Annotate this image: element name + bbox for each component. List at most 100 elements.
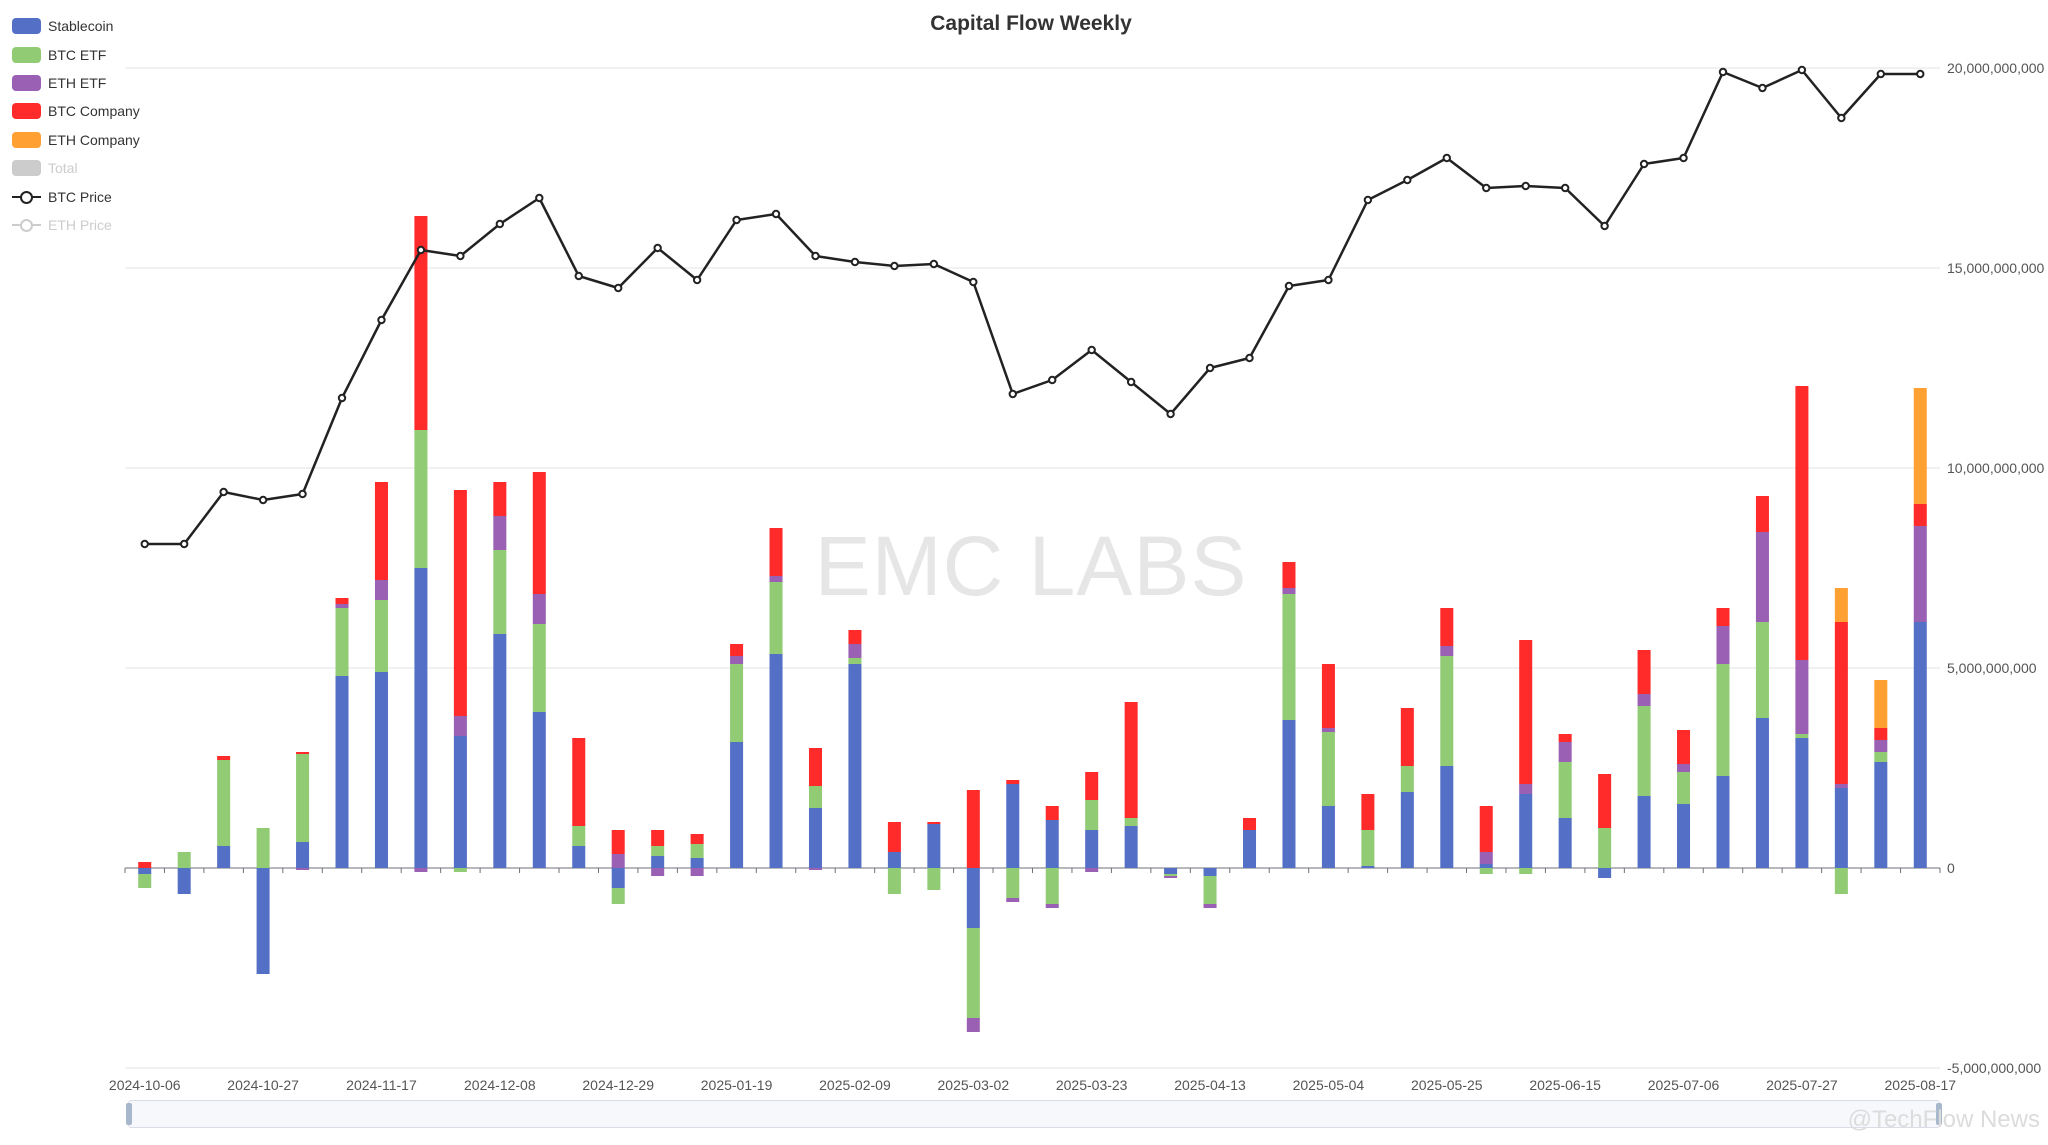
legend-line-marker-icon (12, 189, 41, 205)
bar-btc-company (1006, 780, 1020, 784)
legend-swatch-icon (12, 18, 41, 35)
bar-stablecoin (611, 868, 625, 888)
bar-btc-company (1677, 730, 1691, 764)
x-tick-label: 2024-12-29 (582, 1077, 654, 1093)
bar-btc-etf (1598, 828, 1612, 868)
point-btc-price (692, 275, 702, 285)
point-btc-price (1600, 221, 1609, 231)
bar-btc-company (1085, 772, 1099, 800)
bar-btc-etf (217, 760, 231, 846)
bar-btc-company (1479, 806, 1493, 852)
x-tick-label: 2024-11-17 (346, 1077, 417, 1093)
bar-btc-company (690, 834, 704, 844)
legend-item-btc-etf[interactable]: BTC ETF (12, 40, 140, 68)
bar-stablecoin (572, 846, 586, 868)
y-tick-label: -5,000,000,000 (1947, 1060, 2041, 1076)
legend-item-total[interactable]: Total (12, 154, 140, 182)
bar-btc-etf (1677, 772, 1691, 804)
bar-btc-etf (1558, 762, 1572, 818)
bar-eth-company (1834, 588, 1848, 622)
bar-btc-etf (927, 868, 941, 890)
bar-stablecoin (1045, 820, 1059, 868)
legend-swatch-icon (12, 46, 41, 63)
bar-stablecoin (1755, 718, 1769, 868)
bar-btc-etf (453, 868, 467, 872)
bar-stablecoin (493, 634, 507, 868)
bar-btc-company (217, 756, 231, 760)
point-btc-price (416, 245, 426, 255)
x-tick-label: 2025-03-02 (938, 1077, 1010, 1093)
bar-stablecoin (730, 742, 744, 868)
point-btc-price (1048, 375, 1057, 385)
bar-stablecoin (453, 736, 467, 868)
point-btc-price (1876, 69, 1886, 79)
bar-stablecoin (887, 852, 901, 868)
legend-item-stablecoin[interactable]: Stablecoin (12, 12, 140, 40)
bar-btc-company (927, 822, 941, 824)
bar-stablecoin (1677, 804, 1691, 868)
bar-btc-company (374, 482, 388, 580)
bar-stablecoin (927, 824, 941, 868)
point-btc-price (495, 219, 505, 229)
bar-eth-etf (808, 868, 822, 870)
legend-item-btc-price[interactable]: BTC Price (12, 182, 140, 210)
point-btc-price (653, 243, 662, 253)
legend-label: Stablecoin (48, 18, 114, 35)
point-btc-price (811, 251, 820, 261)
point-btc-price (258, 495, 268, 505)
point-btc-price (1284, 281, 1294, 291)
bar-eth-etf (1479, 852, 1493, 864)
bar-stablecoin (1795, 738, 1809, 868)
bar-btc-company (1361, 794, 1375, 830)
point-btc-price (1916, 69, 1925, 79)
x-tick-label: 2025-03-23 (1056, 1077, 1128, 1093)
bar-btc-company (1716, 608, 1730, 626)
slider-handle-left[interactable] (126, 1103, 132, 1125)
bar-eth-etf (1755, 532, 1769, 622)
bar-btc-etf (690, 844, 704, 858)
point-btc-price (1521, 181, 1530, 191)
bar-stablecoin (217, 846, 231, 868)
bar-eth-etf (966, 1018, 980, 1032)
point-btc-price (377, 315, 386, 325)
point-btc-price (1166, 409, 1175, 419)
bar-btc-company (611, 830, 625, 854)
datazoom-slider[interactable] (126, 1100, 1942, 1128)
bar-btc-company (453, 490, 467, 716)
slider-handle-right[interactable] (1936, 1103, 1942, 1125)
bar-eth-etf (1282, 588, 1296, 594)
legend-item-eth-etf[interactable]: ETH ETF (12, 69, 140, 97)
legend-swatch-icon (12, 103, 41, 120)
bar-btc-company (887, 822, 901, 852)
bar-btc-etf (414, 430, 428, 568)
x-tick-label: 2025-01-19 (701, 1077, 773, 1093)
bar-btc-company (1874, 728, 1888, 740)
bar-stablecoin (1913, 622, 1927, 868)
bar-btc-etf (493, 550, 507, 634)
bar-btc-etf (177, 852, 191, 868)
bar-btc-etf (1440, 656, 1454, 766)
bar-btc-etf (848, 658, 862, 664)
bar-btc-company (1795, 386, 1809, 660)
bar-btc-etf (808, 786, 822, 808)
bar-stablecoin (966, 868, 980, 928)
bar-btc-etf (1400, 766, 1414, 792)
bar-stablecoin (1203, 868, 1217, 876)
bar-btc-etf (335, 608, 349, 676)
legend-item-eth-company[interactable]: ETH Company (12, 126, 140, 154)
legend-item-eth-price[interactable]: ETH Price (12, 211, 140, 239)
point-btc-price (1205, 363, 1215, 373)
bar-btc-etf (887, 868, 901, 894)
bar-stablecoin (138, 868, 152, 874)
bar-btc-company (1637, 650, 1651, 694)
bar-stablecoin (296, 842, 310, 868)
bar-eth-etf (1045, 904, 1059, 908)
x-tick-label: 2025-04-13 (1174, 1077, 1246, 1093)
legend-item-btc-company[interactable]: BTC Company (12, 97, 140, 125)
point-btc-price (1087, 345, 1096, 355)
y-tick-label: 15,000,000,000 (1947, 260, 2045, 276)
bar-btc-etf (256, 828, 270, 868)
bar-btc-etf (532, 624, 546, 712)
bar-btc-company (1558, 734, 1572, 742)
bar-btc-company (966, 790, 980, 868)
